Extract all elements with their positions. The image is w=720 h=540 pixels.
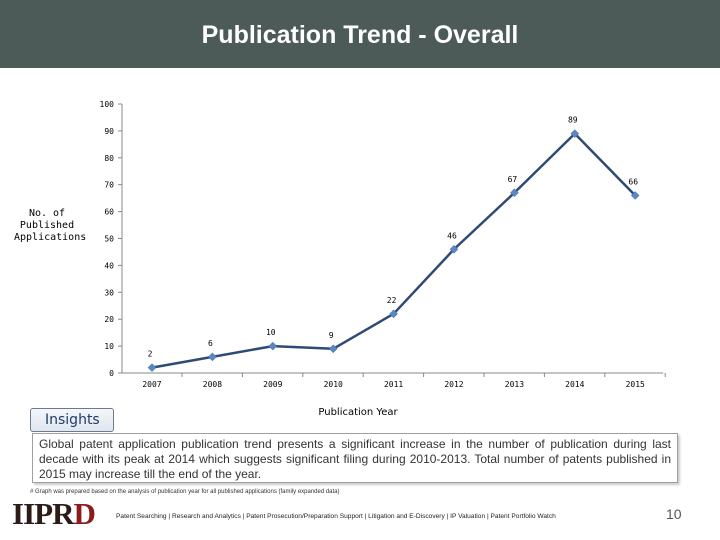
x-tick-label: 2013	[505, 380, 524, 389]
insights-text-box: Global patent application publication tr…	[32, 433, 678, 483]
header-bar: Publication Trend - Overall	[0, 0, 720, 68]
data-label: 6	[208, 339, 213, 348]
x-axis-title: Publication Year	[318, 407, 398, 418]
data-point	[449, 244, 459, 254]
y-tick-label: 20	[104, 315, 114, 324]
data-point	[147, 363, 157, 372]
insights-tab[interactable]: Insights	[30, 408, 114, 432]
services-list: Patent Searching | Research and Analytic…	[116, 513, 556, 520]
data-label: 89	[568, 116, 578, 125]
data-label: 2	[148, 350, 153, 359]
logo-text-main: IIPR	[12, 496, 74, 531]
x-tick-label: 2011	[384, 380, 403, 389]
y-tick-label: 10	[104, 342, 114, 351]
y-tick-label: 90	[104, 127, 114, 136]
insights-label: Insights	[45, 412, 100, 428]
y-tick-label: 50	[104, 235, 114, 244]
y-tick-label: 60	[104, 208, 114, 217]
y-tick-label: 100	[100, 100, 115, 109]
iiprd-logo: IIPR D	[12, 496, 96, 532]
page-title: Publication Trend - Overall	[201, 20, 519, 49]
series-line	[151, 132, 637, 369]
x-tick-label: 2010	[324, 380, 343, 389]
x-tick-label: 2008	[203, 380, 222, 389]
insights-text: Global patent application publication tr…	[39, 437, 671, 481]
data-point	[208, 352, 217, 362]
x-tick-label: 2007	[142, 380, 161, 389]
logo-text-accent: D	[73, 496, 95, 531]
data-label: 9	[329, 331, 334, 340]
data-label: 67	[508, 175, 518, 184]
y-tick-label: 40	[104, 261, 114, 270]
line-chart: 0 10 20 30 40 50 60 70 80 90 100 2007 2008 2009 2010 20…	[100, 100, 666, 418]
data-point	[510, 188, 519, 198]
data-label: 46	[447, 231, 457, 240]
data-label: 66	[628, 177, 638, 186]
y-axis-label: No. of Published Applications	[14, 208, 87, 243]
x-tick-label: 2015	[626, 380, 645, 389]
x-tick-label: 2014	[565, 380, 584, 389]
data-point	[389, 309, 398, 319]
footnote: # Graph was prepared based on the analys…	[30, 489, 340, 495]
data-point	[570, 129, 580, 138]
y-tick-label: 30	[104, 288, 114, 297]
x-tick-label: 2012	[444, 380, 463, 389]
y-tick-label: 70	[104, 181, 114, 190]
page-number: 10	[666, 506, 682, 522]
y-tick-label: 80	[104, 154, 114, 163]
x-tick-label: 2009	[263, 380, 282, 389]
y-tick-label: 0	[109, 369, 114, 378]
data-point	[630, 191, 640, 200]
data-label: 22	[387, 296, 397, 305]
data-label: 10	[266, 328, 276, 337]
data-point	[268, 341, 278, 351]
data-point	[328, 344, 338, 354]
